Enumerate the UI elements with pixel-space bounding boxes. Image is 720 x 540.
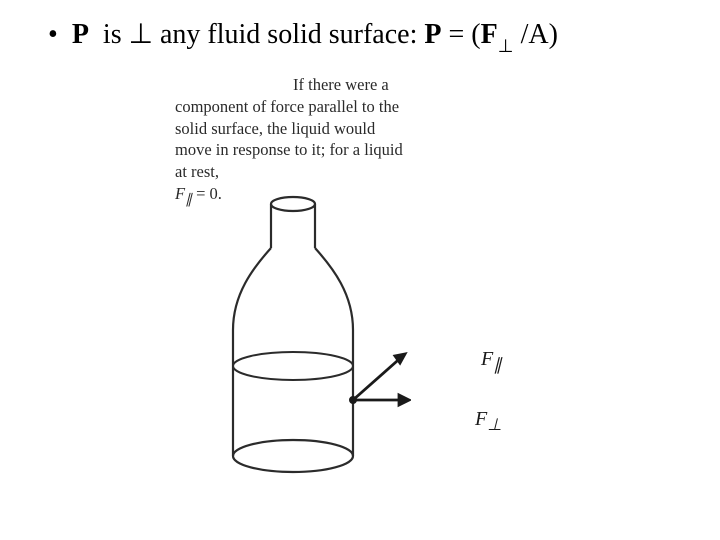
bullet-formula-tail: /A) <box>514 19 558 50</box>
perp-sub: ⊥ <box>498 36 514 56</box>
figure-area: If there were a component of force paral… <box>175 72 545 492</box>
bullet-formula: P = (F⊥ /A) <box>424 19 558 50</box>
caption-F-sub: ∥ <box>185 191 192 206</box>
slide: • P is ⊥ any fluid solid surface: P = (F… <box>0 0 720 540</box>
caption-body: If there were a component of force paral… <box>175 75 403 181</box>
bullet-before: P is <box>72 19 129 50</box>
caption-tail: = 0. <box>192 184 222 203</box>
F-par-sub: ∥ <box>493 355 501 374</box>
F-perp-sub: ⊥ <box>487 415 502 434</box>
caption-F: F <box>175 184 185 203</box>
bullet-line: • P is ⊥ any fluid solid surface: P = (F… <box>48 18 672 55</box>
bullet-mid: any fluid solid surface: <box>160 19 424 50</box>
caption-last: F∥ = 0. <box>175 184 222 203</box>
label-F-perp: F⊥ <box>475 408 502 435</box>
label-F-parallel: F∥ <box>481 348 502 375</box>
perp-symbol: ⊥ <box>129 19 153 50</box>
figure-caption: If there were a component of force paral… <box>175 74 413 208</box>
bullet-dot: • <box>48 18 58 52</box>
F-par-sym: F <box>481 348 493 370</box>
bottle-svg <box>219 190 411 490</box>
bullet-text: P is ⊥ any fluid solid surface: P = (F⊥ … <box>72 18 558 55</box>
F-perp-sym: F <box>475 408 487 430</box>
